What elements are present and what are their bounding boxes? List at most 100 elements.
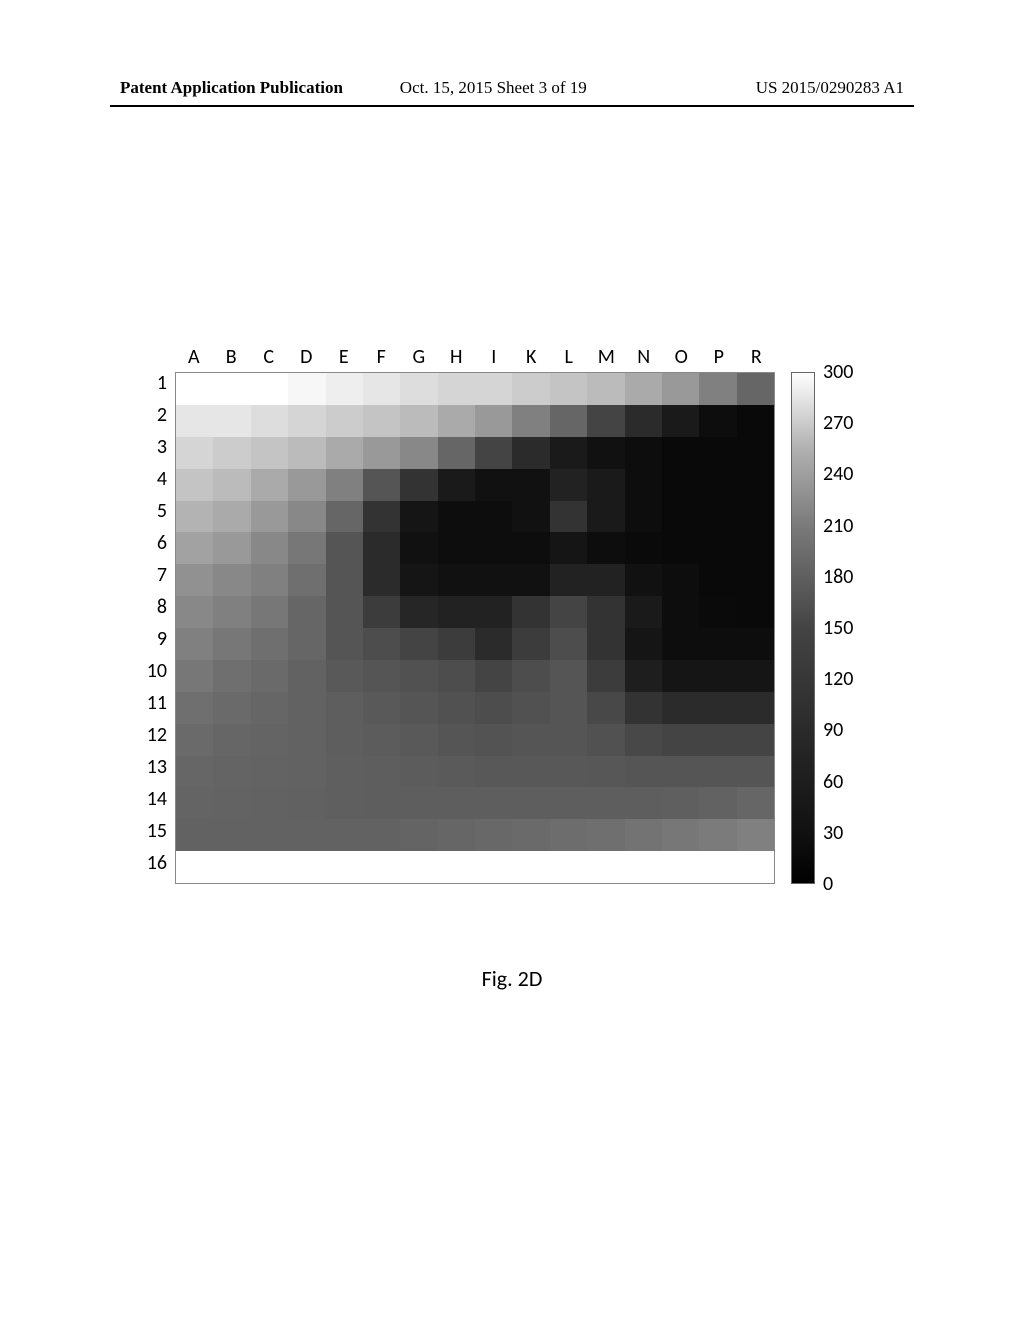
heatmap-cell — [662, 532, 699, 564]
heatmap-cell — [699, 532, 736, 564]
heatmap-cell — [326, 756, 363, 788]
heatmap-cell — [438, 724, 475, 756]
heatmap-cell — [400, 660, 437, 692]
heatmap-cell — [176, 660, 213, 692]
heatmap-cell — [213, 501, 250, 533]
heatmap-cell — [438, 564, 475, 596]
heatmap-cell — [737, 596, 774, 628]
heatmap-cell — [587, 851, 624, 883]
heatmap-cell — [176, 756, 213, 788]
heatmap-cell — [176, 373, 213, 405]
heatmap-cell — [213, 373, 250, 405]
heatmap-cell — [213, 660, 250, 692]
heatmap-cell — [400, 692, 437, 724]
heatmap-cell — [400, 596, 437, 628]
heatmap-cell — [662, 373, 699, 405]
row-label: 11 — [135, 687, 171, 719]
heatmap-cell — [699, 405, 736, 437]
heatmap-cell — [176, 405, 213, 437]
heatmap-cell — [475, 756, 512, 788]
heatmap-cell — [288, 437, 325, 469]
heatmap-cell — [662, 756, 699, 788]
heatmap-cell — [251, 787, 288, 819]
header-center: Oct. 15, 2015 Sheet 3 of 19 — [400, 78, 587, 98]
heatmap-cell — [400, 501, 437, 533]
heatmap-cell — [699, 628, 736, 660]
header-right: US 2015/0290283 A1 — [756, 78, 904, 98]
heatmap-cell — [699, 501, 736, 533]
row-label: 15 — [135, 815, 171, 847]
heatmap-cell — [213, 596, 250, 628]
colorbar-tick: 150 — [823, 616, 853, 640]
heatmap-cell — [363, 532, 400, 564]
figure-caption: Fig. 2D — [0, 965, 1024, 992]
heatmap-cell — [737, 437, 774, 469]
heatmap-cell — [213, 405, 250, 437]
heatmap-cell — [438, 692, 475, 724]
heatmap-cell — [363, 373, 400, 405]
heatmap-cell — [737, 564, 774, 596]
heatmap-cell — [587, 405, 624, 437]
heatmap-cell — [251, 437, 288, 469]
heatmap-cell — [625, 851, 662, 883]
heatmap-cell — [438, 405, 475, 437]
heatmap-cell — [587, 724, 624, 756]
heatmap-cell — [475, 787, 512, 819]
col-label: E — [325, 345, 363, 369]
heatmap-cell — [662, 787, 699, 819]
page: Patent Application Publication Oct. 15, … — [0, 0, 1024, 1320]
heatmap-cell — [737, 469, 774, 501]
heatmap-cell — [213, 851, 250, 883]
heatmap-cell — [326, 373, 363, 405]
heatmap-cell — [326, 851, 363, 883]
heatmap-cell — [363, 851, 400, 883]
heatmap-cell — [662, 437, 699, 469]
heatmap-cell — [662, 851, 699, 883]
heatmap-cell — [326, 724, 363, 756]
heatmap-cell — [400, 628, 437, 660]
heatmap-cell — [475, 851, 512, 883]
heatmap-cell — [288, 532, 325, 564]
heatmap-cell — [662, 405, 699, 437]
heatmap-cell — [587, 628, 624, 660]
heatmap-cell — [475, 724, 512, 756]
heatmap-cell — [363, 692, 400, 724]
heatmap-cell — [625, 596, 662, 628]
heatmap-cell — [699, 373, 736, 405]
heatmap-cell — [176, 469, 213, 501]
heatmap-cell — [587, 501, 624, 533]
heatmap-cell — [550, 692, 587, 724]
col-label: M — [588, 345, 626, 369]
heatmap-cell — [438, 596, 475, 628]
heatmap-cell — [363, 724, 400, 756]
heatmap-cell — [699, 724, 736, 756]
heatmap-cell — [251, 469, 288, 501]
colorbar-tick: 120 — [823, 667, 853, 691]
heatmap-cell — [699, 692, 736, 724]
heatmap-cell — [475, 628, 512, 660]
col-label: K — [513, 345, 551, 369]
heatmap-cell — [625, 628, 662, 660]
heatmap-row-labels: 12345678910111213141516 — [135, 367, 171, 879]
heatmap-cell — [251, 501, 288, 533]
heatmap-cell — [213, 532, 250, 564]
heatmap-cell — [587, 437, 624, 469]
col-label: B — [213, 345, 251, 369]
heatmap-cell — [475, 405, 512, 437]
heatmap-cell — [587, 469, 624, 501]
col-label: O — [663, 345, 701, 369]
heatmap-cell — [288, 724, 325, 756]
heatmap-cell — [438, 501, 475, 533]
colorbar-tick: 180 — [823, 565, 853, 589]
heatmap-cell — [438, 851, 475, 883]
heatmap-cell — [213, 469, 250, 501]
heatmap-cell — [213, 564, 250, 596]
heatmap-cell — [699, 756, 736, 788]
heatmap-cell — [625, 501, 662, 533]
heatmap-cell — [251, 532, 288, 564]
heatmap-cell — [288, 851, 325, 883]
row-label: 3 — [135, 431, 171, 463]
heatmap-cell — [550, 437, 587, 469]
heatmap-cell — [326, 596, 363, 628]
heatmap-cell — [400, 469, 437, 501]
